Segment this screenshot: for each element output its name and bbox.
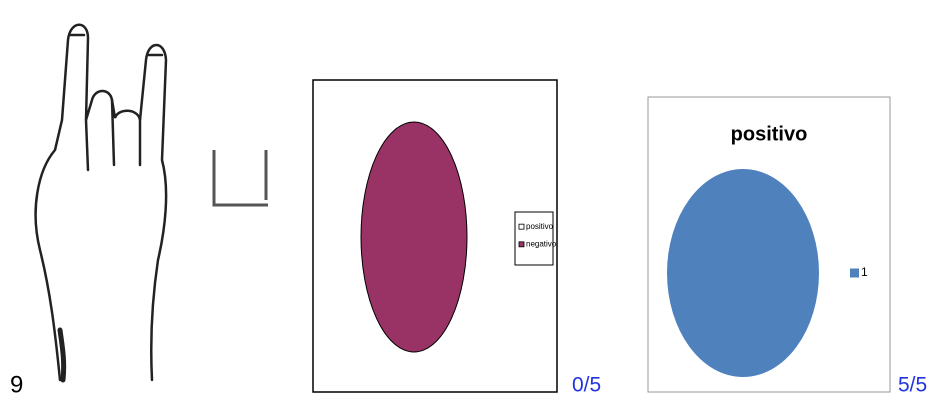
legend-label: 1 xyxy=(861,265,868,279)
row-label: 9 xyxy=(10,371,23,398)
legend-swatch xyxy=(850,268,859,278)
legend-label: positivo xyxy=(526,222,554,231)
legend-frame xyxy=(514,211,554,266)
legend-swatch xyxy=(518,223,525,230)
chart-title: positivo xyxy=(731,123,808,145)
pie-slice xyxy=(360,121,468,353)
legend-swatch xyxy=(518,241,525,248)
sign-mark xyxy=(212,150,268,207)
score-caption: 5/5 xyxy=(898,374,927,397)
score-caption: 0/5 xyxy=(572,374,601,397)
pie-slice xyxy=(667,169,819,377)
hand-sketch xyxy=(34,23,168,383)
legend-label: negativo xyxy=(526,239,557,248)
